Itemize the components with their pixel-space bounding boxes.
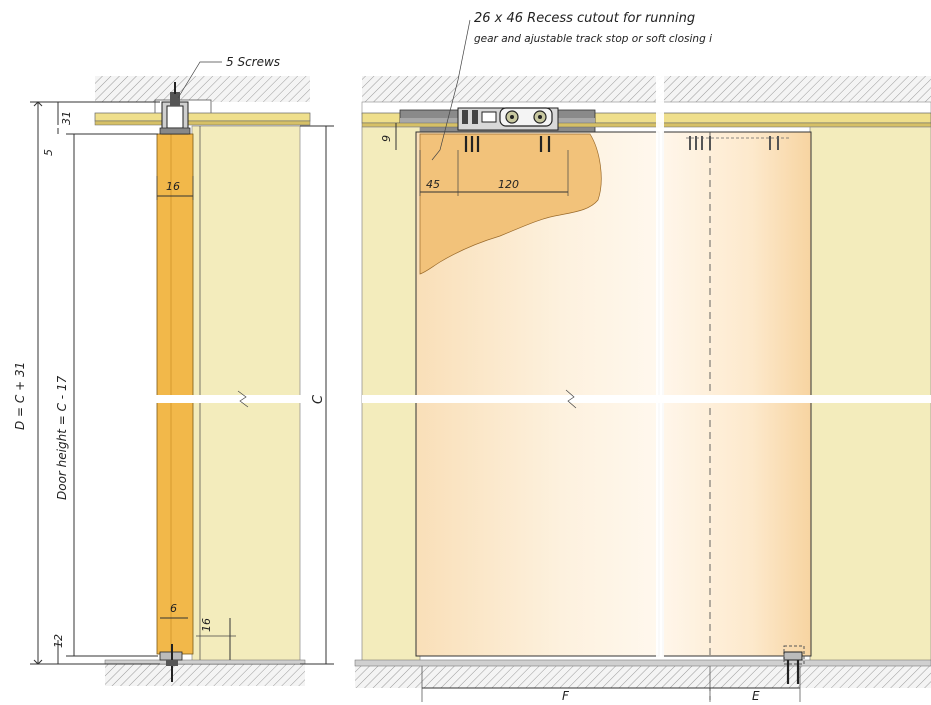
dim-front-45: 45 bbox=[426, 178, 440, 191]
dim-f: F bbox=[562, 689, 570, 703]
recess-label-line1: 26 x 46 Recess cutout for running bbox=[474, 11, 695, 26]
dim-e: E bbox=[752, 689, 760, 703]
dim-c: C bbox=[311, 394, 326, 404]
floor-hatch-left bbox=[105, 664, 305, 686]
header-plate-edge bbox=[94, 120, 311, 126]
running-gear bbox=[457, 107, 559, 131]
ceiling-hatch-left bbox=[95, 76, 310, 102]
dim-bottom-16: 16 bbox=[200, 618, 213, 632]
front-view bbox=[354, 19, 931, 702]
dim-d-total: D = C + 31 bbox=[13, 362, 27, 430]
wall-right-front bbox=[809, 126, 931, 663]
screws-label: 5 Screws bbox=[226, 55, 280, 69]
fixing-screws bbox=[464, 136, 790, 152]
dim-door-height: Door height = C - 17 bbox=[55, 375, 69, 500]
dim-top-31: 31 bbox=[60, 111, 73, 125]
wall-panel-left bbox=[191, 125, 301, 663]
recess-cutout bbox=[419, 133, 602, 275]
header-plate bbox=[94, 112, 311, 122]
dim-bottom-6: 6 bbox=[170, 602, 177, 615]
recess-label-line2: gear and ajustable track stop or soft cl… bbox=[474, 33, 712, 45]
dim-width-16: 16 bbox=[166, 180, 180, 193]
floor-guide-side bbox=[159, 644, 183, 682]
floor-guide-front bbox=[783, 645, 805, 684]
ceiling-hatch-right bbox=[362, 76, 931, 104]
dim-front-9: 9 bbox=[380, 135, 393, 142]
wall-left-front bbox=[361, 126, 421, 663]
door-panel-rear bbox=[662, 131, 812, 657]
dim-bottom-12: 12 bbox=[52, 634, 65, 648]
floor-hatch-right bbox=[355, 666, 931, 688]
door-edge bbox=[156, 133, 194, 655]
side-section-view bbox=[30, 61, 334, 686]
dim-front-120: 120 bbox=[498, 178, 519, 191]
dim-top-5: 5 bbox=[42, 149, 55, 156]
track-hardware-side bbox=[159, 82, 191, 135]
